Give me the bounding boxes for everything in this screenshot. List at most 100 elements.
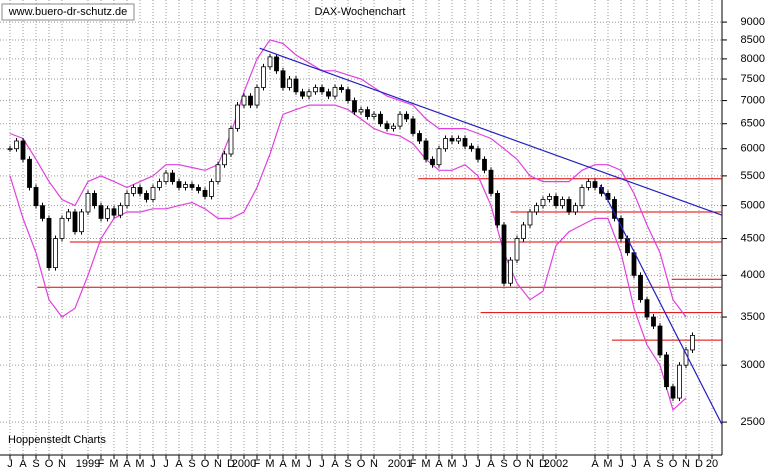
x-tick-label: N — [682, 458, 690, 470]
x-tick-label: A — [643, 458, 651, 470]
x-tick-label: S — [32, 458, 39, 470]
candle — [391, 123, 396, 132]
x-tick-label: J — [462, 458, 468, 470]
candle-body — [332, 87, 338, 97]
candle — [254, 84, 260, 109]
candle — [20, 138, 26, 163]
candle — [306, 88, 312, 100]
candle-body — [222, 153, 227, 166]
candle — [612, 196, 617, 222]
trend-line — [599, 184, 723, 425]
candle — [482, 156, 487, 174]
x-tick-label: F — [98, 458, 105, 470]
y-tick-label: 3000 — [741, 359, 765, 371]
candle — [586, 178, 591, 191]
candle — [144, 190, 149, 203]
x-tick-label: M — [291, 458, 300, 470]
candle — [14, 138, 19, 152]
y-tick-label: 8000 — [741, 53, 765, 65]
candle — [417, 130, 422, 145]
candle-body — [670, 386, 676, 399]
candle — [443, 135, 448, 152]
candle — [618, 215, 624, 242]
candle-body — [553, 196, 559, 207]
candle-body — [462, 138, 468, 147]
candle — [287, 76, 292, 91]
candle — [326, 88, 331, 100]
candle-body — [235, 104, 240, 129]
candle-body — [547, 196, 552, 200]
candle-body — [534, 205, 539, 213]
x-tick-label: S — [188, 458, 195, 470]
candle — [79, 208, 84, 235]
chart-title: DAX-Wochenchart — [315, 6, 406, 18]
x-tick-label: S — [500, 458, 507, 470]
candle-body — [586, 181, 591, 188]
candle — [397, 111, 403, 130]
candle-body — [157, 181, 162, 188]
candle — [280, 67, 286, 91]
candle — [651, 314, 656, 330]
candle — [189, 181, 195, 191]
x-tick-label: 2001 — [388, 458, 412, 470]
x-tick-label: O — [201, 458, 210, 470]
candle-body — [521, 224, 526, 239]
candle-body — [189, 184, 195, 188]
candle-body — [443, 138, 448, 150]
candle-body — [319, 87, 325, 93]
candle-body — [430, 158, 435, 166]
watermark: www.buero-dr-schutz.de — [8, 6, 128, 18]
candle — [27, 156, 32, 191]
candle — [150, 184, 156, 203]
candle — [319, 84, 325, 95]
candle-body — [417, 133, 422, 142]
x-tick-label: N — [214, 458, 222, 470]
y-tick-label: 6500 — [741, 118, 765, 130]
candle-body — [40, 205, 45, 219]
x-tick-label: O — [45, 458, 54, 470]
candle — [53, 235, 58, 271]
candle-body — [66, 211, 71, 219]
x-tick-label: J — [306, 458, 312, 470]
candle-body — [345, 89, 351, 101]
candle-body — [59, 217, 65, 239]
y-tick-label: 5500 — [741, 170, 765, 182]
candle — [267, 53, 273, 70]
candle-body — [527, 211, 533, 226]
candle-body — [215, 164, 221, 183]
candle — [274, 53, 279, 74]
candle-body — [20, 140, 26, 160]
candle — [638, 272, 643, 303]
candle-body — [85, 193, 91, 213]
candle — [176, 178, 182, 191]
candle-body — [508, 259, 513, 284]
candle-body — [280, 70, 286, 88]
bollinger-band — [9, 39, 687, 318]
x-tick-label: N — [370, 458, 378, 470]
candle-body — [261, 66, 266, 88]
candle-body — [488, 169, 494, 194]
candle — [521, 221, 526, 242]
candle — [202, 187, 208, 200]
y-tick-label: 8500 — [741, 34, 765, 46]
y-tick-label: 9000 — [741, 16, 765, 28]
candle — [566, 196, 572, 215]
candle — [514, 235, 520, 264]
candle — [547, 193, 552, 203]
candle-body — [293, 78, 299, 93]
x-tick-label: F — [254, 458, 261, 470]
candle-body — [352, 100, 357, 113]
candle-body — [365, 109, 370, 117]
x-tick-label: M — [447, 458, 456, 470]
candle-body — [326, 91, 331, 97]
y-tick-label: 7500 — [741, 73, 765, 85]
candle-body — [150, 187, 156, 200]
candle — [475, 145, 481, 163]
candle — [300, 88, 305, 100]
candle — [111, 205, 117, 219]
candle — [670, 383, 676, 402]
y-tick-label: 2500 — [741, 416, 765, 428]
candle-body — [228, 128, 234, 155]
x-tick-label: A — [331, 458, 339, 470]
candle — [553, 193, 559, 209]
